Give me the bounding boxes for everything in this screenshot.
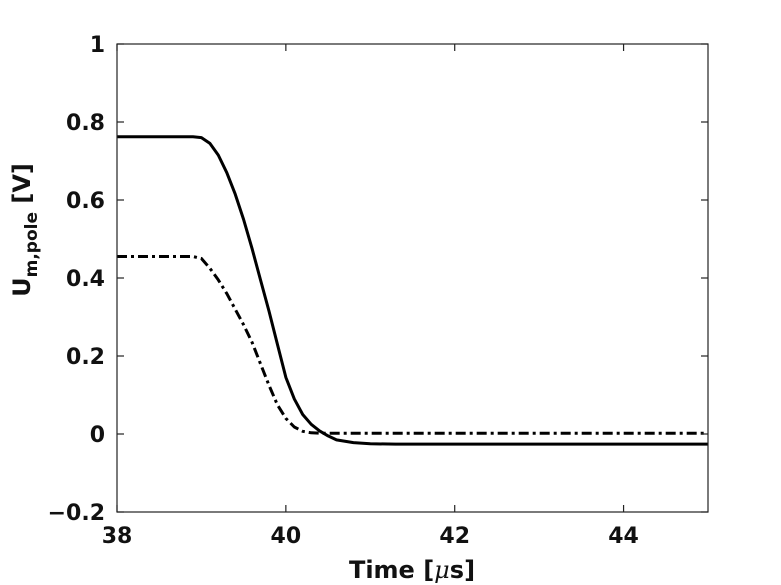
x-tick-label-0: 38: [102, 524, 133, 549]
y-tick-label-4: 0.6: [66, 189, 105, 214]
x-tick-label-2: 42: [439, 524, 470, 549]
y-tick-label-1: 0: [90, 423, 105, 448]
x-tick-labels: 38 40 42 44: [102, 524, 639, 549]
x-axis-label: Time [μs]: [349, 556, 475, 584]
x-tick-label-3: 44: [608, 524, 639, 549]
y-tick-labels: −0.2 0 0.2 0.4 0.6 0.8 1: [48, 33, 105, 526]
series-line-0: [117, 135, 708, 446]
y-tick-label-6: 1: [90, 33, 105, 58]
series-layer: [117, 135, 708, 446]
y-tick-label-2: 0.2: [66, 345, 105, 370]
y-tick-label-5: 0.8: [66, 111, 105, 136]
plot-area: [117, 44, 708, 512]
ticks-layer: [116, 43, 708, 513]
y-tick-label-0: −0.2: [48, 501, 105, 526]
x-tick-label-1: 40: [271, 524, 302, 549]
y-tick-label-3: 0.4: [66, 267, 105, 292]
y-axis-label: Um,pole [V]: [8, 163, 42, 297]
series-line-1: [117, 255, 708, 435]
